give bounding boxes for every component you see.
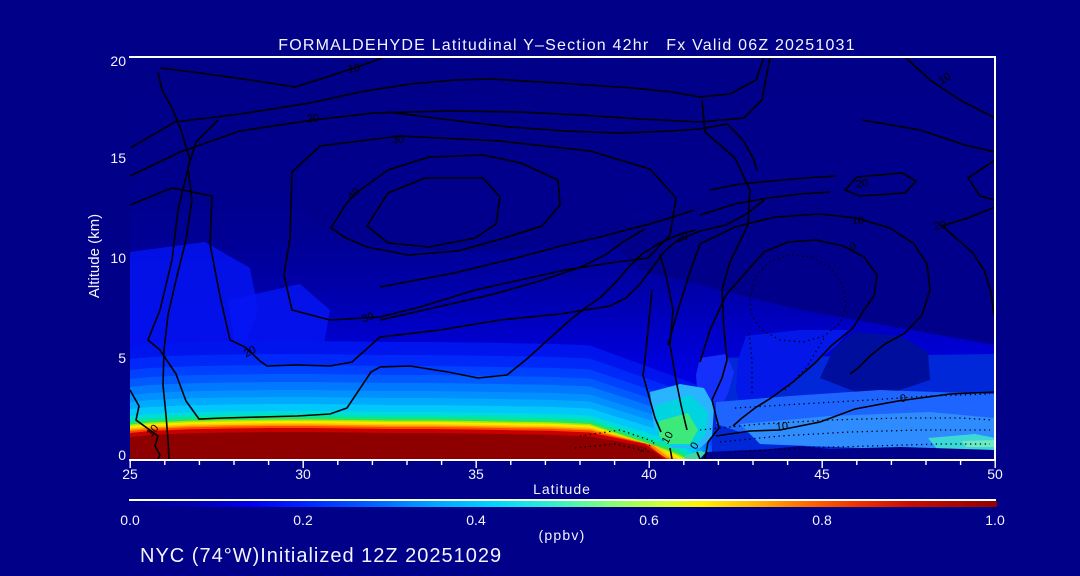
svg-text:20: 20 bbox=[855, 177, 869, 191]
svg-text:0: 0 bbox=[118, 447, 126, 463]
svg-text:30: 30 bbox=[392, 134, 405, 147]
svg-text:0: 0 bbox=[848, 240, 858, 253]
svg-text:0.0: 0.0 bbox=[120, 512, 140, 528]
svg-text:10: 10 bbox=[347, 62, 361, 76]
svg-text:0.2: 0.2 bbox=[293, 512, 313, 528]
svg-text:20: 20 bbox=[933, 219, 947, 233]
svg-text:1.0: 1.0 bbox=[985, 512, 1005, 528]
svg-text:20: 20 bbox=[110, 53, 126, 69]
svg-text:0.6: 0.6 bbox=[639, 512, 659, 528]
svg-text:NYC (74°W)Initialized 12Z 2025: NYC (74°W)Initialized 12Z 20251029 bbox=[140, 545, 502, 567]
svg-text:30: 30 bbox=[295, 466, 311, 482]
svg-text:10: 10 bbox=[110, 250, 126, 266]
svg-text:35: 35 bbox=[468, 466, 484, 482]
svg-text:0.8: 0.8 bbox=[812, 512, 832, 528]
svg-text:10: 10 bbox=[660, 430, 677, 447]
svg-text:FORMALDEHYDE Latitudinal Y–Sec: FORMALDEHYDE Latitudinal Y–Section 42hr … bbox=[278, 37, 856, 54]
svg-text:5: 5 bbox=[118, 350, 126, 366]
svg-text:30: 30 bbox=[360, 310, 375, 325]
svg-text:15: 15 bbox=[110, 150, 126, 166]
svg-text:0: 0 bbox=[899, 393, 906, 405]
svg-text:(ppbv): (ppbv) bbox=[539, 527, 586, 543]
svg-text:Latitude: Latitude bbox=[533, 481, 591, 497]
svg-text:50: 50 bbox=[987, 466, 1003, 482]
svg-text:Altitude (km): Altitude (km) bbox=[86, 214, 103, 298]
svg-text:25: 25 bbox=[122, 466, 138, 482]
svg-text:0.4: 0.4 bbox=[466, 512, 486, 528]
svg-text:45: 45 bbox=[814, 466, 830, 482]
svg-text:10: 10 bbox=[936, 70, 953, 87]
svg-text:40: 40 bbox=[641, 466, 657, 482]
svg-text:0: 0 bbox=[688, 440, 701, 451]
svg-text:10: 10 bbox=[852, 215, 864, 227]
svg-text:20: 20 bbox=[675, 231, 690, 246]
svg-text:10: 10 bbox=[775, 420, 788, 433]
svg-text:20: 20 bbox=[306, 112, 319, 125]
svg-text:20: 20 bbox=[242, 344, 258, 360]
